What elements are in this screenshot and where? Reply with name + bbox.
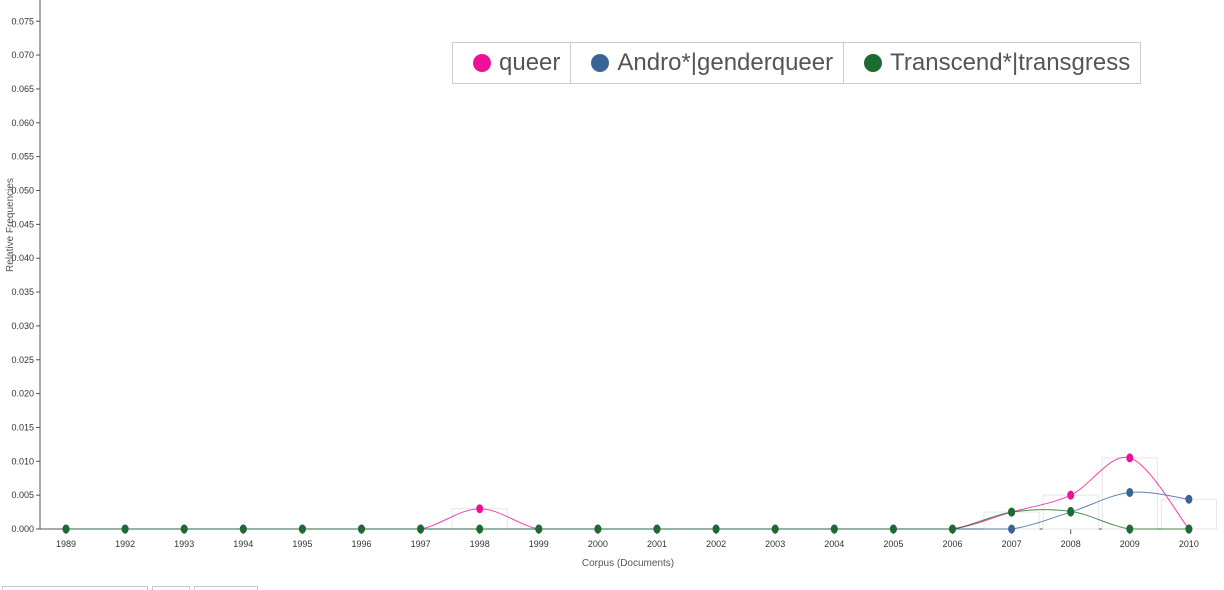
data-point[interactable] [298,524,306,534]
y-tick-label: 0.040 [11,253,34,263]
data-point[interactable] [830,524,838,534]
data-point[interactable] [62,524,70,534]
x-tick-label: 2007 [1002,539,1022,549]
x-axis-title: Corpus (Documents) [582,558,674,569]
legend-swatch-queer [473,54,491,72]
data-point[interactable] [1008,507,1016,517]
x-tick-label: 2001 [647,539,667,549]
data-point[interactable] [417,524,425,534]
x-tick-label: 1996 [351,539,371,549]
x-tick-label: 1992 [115,539,135,549]
legend[interactable]: queer Andro*|genderqueer Transcend*|tran… [452,42,1142,84]
y-tick-label: 0.020 [11,389,34,399]
y-tick-label: 0.060 [11,118,34,128]
legend-swatch-transcend [864,54,883,72]
y-axis-title: Relative Frequencies [5,178,16,272]
y-axis: 0.000 0.005 0.010 0.015 0.020 0.025 0.030 0.035… [11,0,41,534]
y-tick-label: 0.045 [11,219,34,229]
data-point[interactable] [121,524,129,534]
y-tick-label: 0.010 [11,456,34,466]
data-point[interactable] [1126,487,1134,497]
control-box[interactable] [152,586,190,590]
data-point[interactable] [653,524,661,534]
y-tick-label: 0.030 [11,321,34,331]
x-tick-label: 2000 [588,539,608,549]
x-tick-label: 1997 [411,539,431,549]
data-point[interactable] [1185,494,1193,504]
x-tick-label: 2005 [883,539,903,549]
series-line [66,456,1190,530]
y-tick-label: 0.015 [11,422,34,432]
data-point[interactable] [1067,490,1075,500]
control-box[interactable] [194,586,258,590]
data-point[interactable] [1008,524,1016,534]
y-tick-label: 0.055 [11,152,34,162]
data-point[interactable] [949,524,956,534]
y-tick-label: 0.075 [11,16,34,26]
y-tick-label: 0.005 [11,490,34,500]
bar-backgrounds [451,457,1217,530]
data-point[interactable] [1067,506,1075,516]
legend-label: Transcend*|transgress [890,49,1131,76]
y-tick-label: 0.035 [11,287,34,297]
legend-label: Andro*|genderqueer [617,49,834,76]
legend-item-andro[interactable]: Andro*|genderqueer [571,43,845,83]
y-tick-label: 0.050 [11,186,34,196]
data-point[interactable] [1126,453,1134,463]
data-point[interactable] [358,524,365,534]
data-point[interactable] [1126,524,1134,534]
legend-item-transcend[interactable]: Transcend*|transgress [844,43,1140,83]
data-point[interactable] [535,524,543,534]
data-point[interactable] [239,524,247,534]
x-tick-label: 2002 [706,539,726,549]
data-point[interactable] [1185,524,1193,534]
x-tick-label: 1998 [470,539,490,549]
x-tick-label: 1989 [56,539,76,549]
y-tick-label: 0.000 [11,524,34,534]
control-box[interactable] [2,586,148,590]
x-tick-label: 1993 [174,539,194,549]
data-point[interactable] [594,524,602,534]
x-tick-label: 2006 [942,539,962,549]
legend-item-queer[interactable]: queer [453,43,572,83]
x-tick-label: 2008 [1061,539,1081,549]
data-point[interactable] [712,524,720,534]
y-tick-label: 0.025 [11,355,34,365]
x-tick-label: 2003 [765,539,785,549]
y-tick-label: 0.070 [11,50,34,60]
series-lines [66,456,1190,530]
data-point[interactable] [476,504,484,514]
data-point[interactable] [889,524,897,534]
x-tick-label: 2004 [824,539,844,549]
x-axis: 1989 1992 1993 1994 1995 1996 1997 1998 1999 2000… [40,528,1217,549]
x-tick-label: 1994 [233,539,253,549]
data-point[interactable] [476,524,484,534]
x-tick-label: 2009 [1120,539,1140,549]
series-points [62,453,1193,534]
legend-label: queer [499,49,561,76]
bottom-controls [0,586,260,590]
data-point[interactable] [180,524,188,534]
x-tick-label: 2010 [1179,539,1199,549]
data-point[interactable] [771,524,779,534]
x-tick-label: 1999 [529,539,549,549]
legend-swatch-andro [591,54,610,72]
x-tick-label: 1995 [292,539,312,549]
series-line [66,509,1189,530]
y-tick-label: 0.065 [11,84,34,94]
